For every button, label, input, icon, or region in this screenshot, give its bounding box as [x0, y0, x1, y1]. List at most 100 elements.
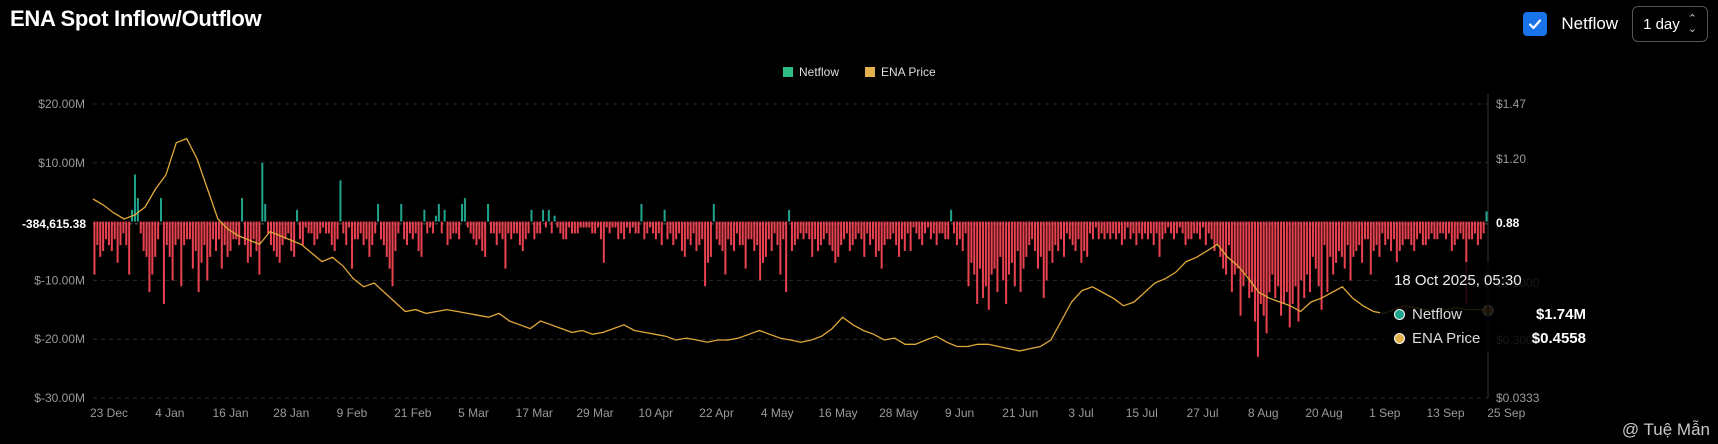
netflow-bar — [675, 221, 678, 240]
netflow-bar — [1120, 221, 1123, 246]
netflow-bar — [854, 221, 857, 240]
netflow-bar — [663, 209, 666, 222]
netflow-bar — [165, 221, 168, 246]
y-right-tick-label: $1.47 — [1496, 97, 1526, 111]
netflow-bar — [333, 221, 336, 251]
netflow-bar — [840, 221, 843, 246]
netflow-bar — [1091, 221, 1094, 240]
netflow-bar — [912, 221, 915, 228]
netflow-bar — [808, 221, 811, 240]
netflow-bar — [727, 221, 730, 240]
netflow-bar — [1016, 221, 1019, 251]
y-left-tick-label: $-10.00M — [34, 273, 85, 287]
hover-tooltip: 18 Oct 2025, 05:30 Netflow $1.74M ENA Pr… — [1380, 262, 1600, 352]
netflow-bar — [241, 198, 244, 222]
netflow-bar — [411, 221, 414, 240]
netflow-bar — [953, 221, 956, 234]
netflow-bar — [1340, 221, 1343, 257]
netflow-bar — [715, 221, 718, 240]
x-tick-label: 5 Mar — [458, 406, 489, 420]
legend-netflow-label: Netflow — [799, 65, 839, 79]
netflow-bar — [759, 221, 762, 281]
netflow-bar — [1358, 221, 1361, 246]
netflow-bar — [1294, 221, 1297, 287]
tooltip-price-value: $0.4558 — [1531, 330, 1586, 347]
netflow-bar — [258, 221, 261, 275]
netflow-bar — [1271, 221, 1274, 275]
netflow-bar — [657, 221, 660, 234]
chart-grid — [93, 103, 1488, 399]
x-tick-label: 23 Dec — [90, 406, 128, 420]
netflow-bar — [110, 221, 113, 251]
netflow-bar — [1404, 221, 1407, 240]
netflow-bar — [1308, 221, 1312, 293]
netflow-bar — [1219, 221, 1222, 257]
netflow-bar — [1123, 221, 1126, 240]
netflow-bar — [686, 221, 689, 240]
netflow-bar — [617, 221, 620, 240]
netflow-bar — [1135, 221, 1138, 246]
netflow-bar — [628, 221, 631, 234]
netflow-bar — [1280, 221, 1283, 316]
netflow-bar — [582, 221, 585, 228]
netflow-bar — [212, 221, 215, 240]
netflow-bar — [1193, 221, 1196, 234]
netflow-bar — [391, 221, 394, 287]
netflow-bar — [822, 221, 825, 240]
netflow-bar — [281, 221, 284, 246]
netflow-bar — [1196, 221, 1199, 234]
netflow-bar — [634, 221, 637, 234]
netflow-bar — [871, 221, 874, 240]
tooltip-price-label: ENA Price — [1412, 330, 1481, 347]
netflow-dot-icon — [1394, 309, 1405, 320]
netflow-bar — [1268, 221, 1271, 293]
netflow-bar — [889, 221, 892, 240]
netflow-bar — [426, 221, 429, 234]
netflow-bar — [1343, 221, 1346, 269]
netflow-bar — [599, 221, 602, 240]
netflow-bar — [284, 221, 287, 240]
netflow-bar — [1274, 221, 1277, 299]
netflow-bar — [741, 221, 744, 246]
netflow-bar — [1254, 221, 1257, 322]
netflow-bar — [903, 221, 906, 251]
netflow-bar — [1022, 221, 1025, 269]
netflow-bar — [1282, 221, 1285, 304]
netflow-bar — [1439, 221, 1442, 234]
netflow-bar — [811, 221, 814, 257]
netflow-bar — [695, 221, 698, 251]
netflow-bar — [869, 221, 872, 246]
netflow-bar — [851, 221, 854, 246]
interval-select[interactable]: 1 day ⌃ ⌄ — [1632, 6, 1708, 42]
netflow-bar — [324, 221, 327, 234]
netflow-bar — [518, 221, 521, 246]
netflow-bar — [1433, 221, 1436, 240]
netflow-bar — [1187, 221, 1190, 240]
x-tick-label: 9 Jun — [945, 406, 974, 420]
netflow-bar — [880, 221, 883, 269]
netflow-bar — [1129, 221, 1132, 240]
netflow-bar — [1355, 221, 1358, 251]
netflow-bar — [345, 221, 348, 246]
netflow-bar — [967, 221, 970, 287]
netflow-bar — [1201, 221, 1204, 228]
netflow-bar — [1126, 221, 1129, 228]
netflow-checkbox[interactable] — [1523, 12, 1548, 36]
netflow-bar — [507, 221, 510, 234]
netflow-bar — [235, 221, 238, 240]
chart-axes: $20.00M $10.00M $-10.00M $-20.00M $-30.00M $1… — [10, 94, 1540, 420]
netflow-bar — [417, 221, 420, 251]
netflow-bar — [857, 221, 860, 234]
netflow-bar — [1222, 221, 1225, 269]
netflow-bar — [886, 221, 889, 240]
netflow-bar — [1436, 221, 1439, 240]
x-tick-label: 21 Jun — [1002, 406, 1038, 420]
netflow-bar — [443, 209, 446, 222]
netflow-bar — [472, 221, 475, 240]
netflow-bar — [984, 221, 987, 287]
netflow-bar — [1065, 221, 1068, 234]
netflow-bar — [125, 221, 128, 246]
netflow-bar — [533, 221, 536, 240]
netflow-bar — [698, 221, 701, 246]
netflow-bar — [139, 221, 142, 234]
